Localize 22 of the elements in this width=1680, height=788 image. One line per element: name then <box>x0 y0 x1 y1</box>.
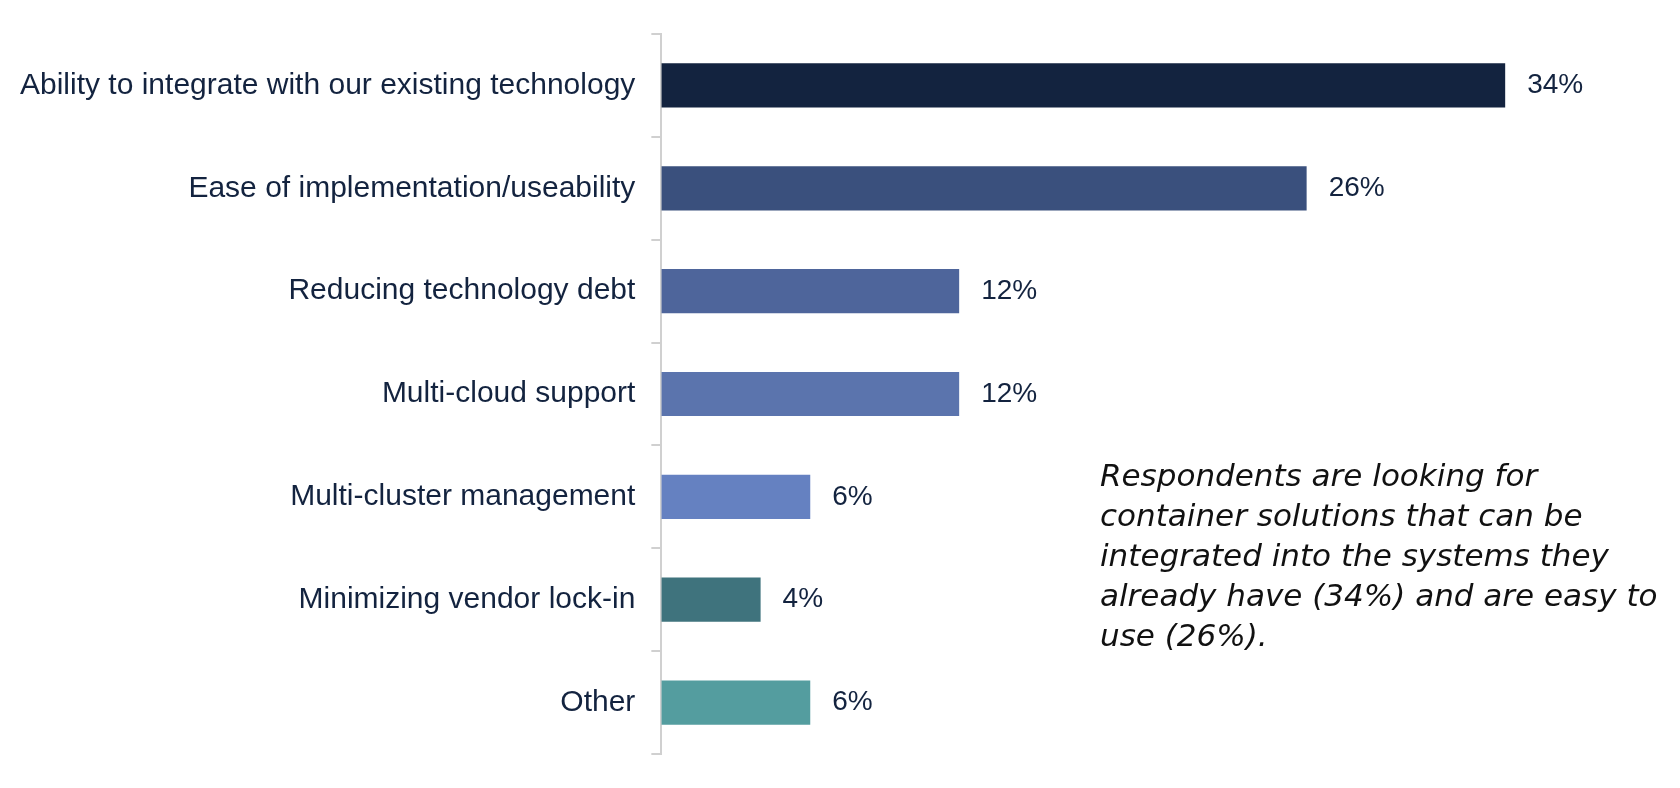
data-label: 12% <box>981 376 1038 408</box>
y-tick-label: Other <box>560 683 636 717</box>
data-label: 6% <box>832 479 873 511</box>
y-tick-label: Multi-cloud support <box>381 375 636 409</box>
bar <box>661 680 811 725</box>
data-label: 26% <box>1328 171 1385 202</box>
y-tick-label: Multi-cluster management <box>290 478 636 512</box>
bar <box>661 63 1506 108</box>
bar <box>661 577 761 622</box>
y-tick-label: Ease of implementation/useability <box>188 169 636 203</box>
y-tick-label: Ability to integrate with our existing technology <box>19 66 636 100</box>
bar <box>661 474 811 519</box>
bar <box>661 166 1307 211</box>
data-label: 34% <box>1527 68 1584 100</box>
y-tick-label: Minimizing vendor lock-in <box>298 580 636 614</box>
data-label: 12% <box>981 273 1038 305</box>
annotation: Respondents are looking for container solutions that can be integrated into the systems they already have (34%) and are easy to use (26%). <box>1100 456 1659 655</box>
y-tick-label: Reducing technology debt <box>288 272 636 306</box>
bar <box>661 371 960 417</box>
bar <box>661 269 960 314</box>
data-label: 6% <box>832 685 873 717</box>
data-label: 4% <box>782 582 824 614</box>
